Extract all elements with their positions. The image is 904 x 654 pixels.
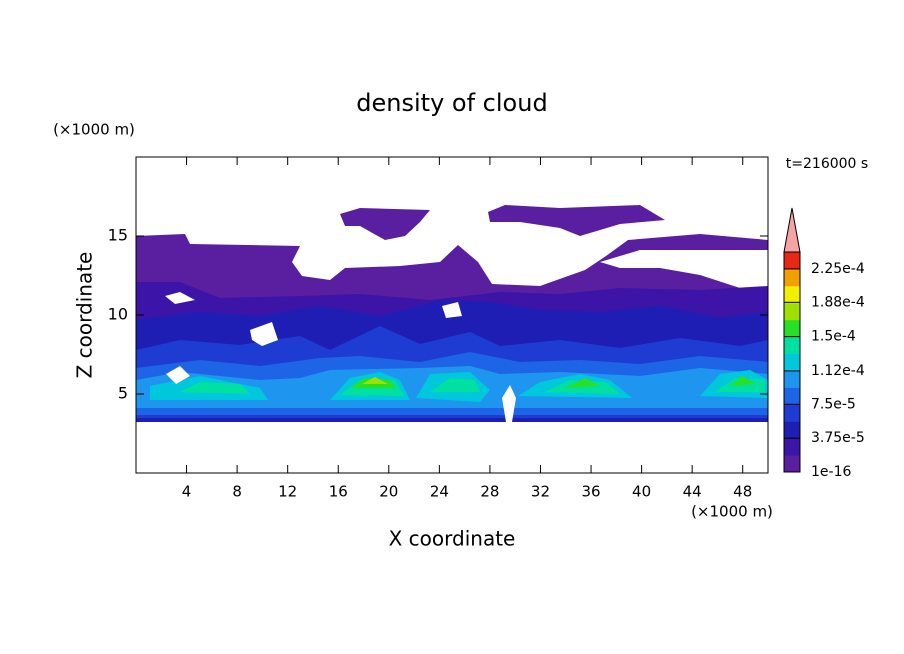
- colorbar-tick-label: 1.12e-4: [811, 363, 865, 379]
- colorbar-tick-label: 2.25e-4: [811, 261, 865, 277]
- colorbar-band: [784, 302, 800, 321]
- x-tick-label: 32: [531, 483, 550, 501]
- contour-fill: [362, 377, 388, 384]
- colorbar-extend: [783, 207, 801, 253]
- x-tick-label: 48: [733, 483, 752, 501]
- contour-fill: [488, 205, 665, 236]
- colorbar-band: [784, 455, 800, 473]
- y-tick-label: 5: [118, 384, 128, 403]
- x-tick-label: 28: [480, 483, 499, 501]
- x-tick-label: 12: [278, 483, 297, 501]
- x-unit: (×1000 m): [691, 503, 773, 521]
- colorbar-tick-label: 1.5e-4: [811, 329, 856, 345]
- x-tick-label: 24: [430, 483, 449, 501]
- contour-fill: [442, 302, 462, 318]
- y-axis-label: Z coordinate: [73, 252, 97, 379]
- colorbar-tick-label: 3.75e-5: [811, 430, 865, 446]
- y-tick-label: 15: [108, 226, 128, 245]
- colorbar-tick-label: 1e-16: [811, 464, 851, 480]
- colorbar-band: [784, 336, 800, 355]
- colorbar-tick-label: 7.5e-5: [811, 396, 856, 412]
- contour-fill: [166, 366, 190, 384]
- contour-fill: [340, 208, 430, 240]
- chart-title: density of cloud: [356, 89, 547, 117]
- contour-fill: [600, 250, 768, 288]
- colorbar-band: [784, 285, 800, 304]
- x-tick-label: 16: [329, 483, 348, 501]
- x-tick-label: 40: [632, 483, 651, 501]
- colorbar-band: [784, 387, 800, 405]
- x-tick-label: 4: [182, 483, 192, 501]
- y-unit: (×1000 m): [53, 121, 135, 139]
- colorbar-band: [784, 353, 800, 371]
- contour-fill: [180, 382, 250, 394]
- y-tick-label: 10: [108, 305, 128, 324]
- colorbar-band: [784, 268, 800, 287]
- x-tick-label: 20: [379, 483, 398, 501]
- time-label: t=216000 s: [786, 156, 868, 172]
- colorbar-band: [784, 252, 800, 270]
- colorbar-band: [784, 319, 800, 338]
- contour-fill: [565, 378, 600, 388]
- colorbar-band: [784, 438, 800, 456]
- colorbar-band: [784, 404, 800, 422]
- contour-fill: [502, 385, 516, 422]
- colorbar-tick-label: 1.88e-4: [811, 294, 865, 310]
- contour-fill: [250, 322, 278, 346]
- x-tick-label: 36: [581, 483, 600, 501]
- contour-fill: [165, 292, 195, 304]
- contour-field: [136, 205, 768, 422]
- x-tick-label: 8: [232, 483, 242, 501]
- colorbar-band: [784, 370, 800, 388]
- contour-fill: [430, 378, 480, 392]
- contour-fill: [730, 376, 756, 386]
- x-tick-label: 44: [683, 483, 702, 501]
- colorbar-band: [784, 421, 800, 439]
- x-axis-label: X coordinate: [389, 527, 516, 551]
